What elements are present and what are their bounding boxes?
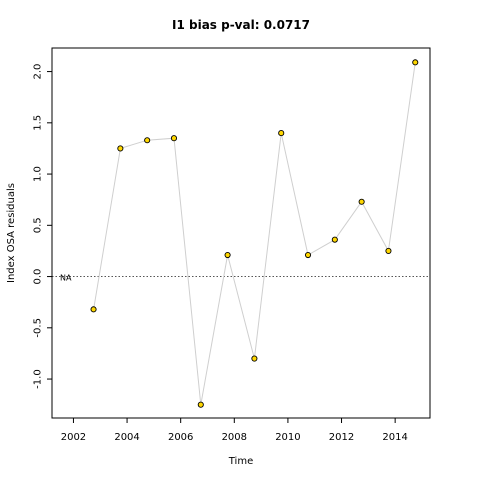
y-tick-label: 2.0 <box>33 64 44 80</box>
data-point <box>278 130 285 137</box>
data-point <box>412 59 419 66</box>
y-tick-label: 1.5 <box>33 115 44 131</box>
x-tick-label: 2014 <box>382 432 407 443</box>
series-connector <box>93 62 416 405</box>
y-axis-label: Index OSA residuals <box>6 183 17 283</box>
x-tick-label: 2002 <box>61 432 86 443</box>
series-line <box>93 62 416 405</box>
data-point <box>117 145 124 152</box>
y-axis: -1.0 -0.5 0.0 0.5 1.0 1.5 2.0 <box>33 64 52 389</box>
x-axis: 2002 2004 2006 2008 2010 2012 2014 <box>61 418 408 443</box>
data-point <box>331 236 338 243</box>
chart-title: I1 bias p-val: 0.0717 <box>172 18 310 32</box>
data-point <box>90 306 97 313</box>
series-points <box>90 59 419 408</box>
data-point <box>304 251 312 259</box>
data-point <box>144 137 151 144</box>
y-tick-label: 1.0 <box>33 166 44 182</box>
data-point <box>224 251 231 259</box>
x-axis-label: Time <box>228 456 253 467</box>
x-tick-label: 2008 <box>222 432 247 443</box>
data-point <box>197 401 204 408</box>
x-tick-label: 2010 <box>275 432 300 443</box>
y-tick-label: -1.0 <box>33 369 44 389</box>
data-point <box>385 247 392 254</box>
x-tick-label: 2012 <box>329 432 354 443</box>
reference-line-label: NA <box>60 274 72 283</box>
data-point <box>358 198 365 205</box>
x-tick-label: 2006 <box>168 432 193 443</box>
plot-frame <box>51 47 431 419</box>
y-tick-label: -0.5 <box>33 318 44 338</box>
x-tick-label: 2004 <box>114 432 139 443</box>
zero-reference: NA <box>52 274 430 283</box>
y-tick-label: 0.0 <box>33 269 44 285</box>
data-point <box>251 355 258 362</box>
y-tick-label: 0.5 <box>33 217 44 233</box>
data-point <box>170 135 178 142</box>
